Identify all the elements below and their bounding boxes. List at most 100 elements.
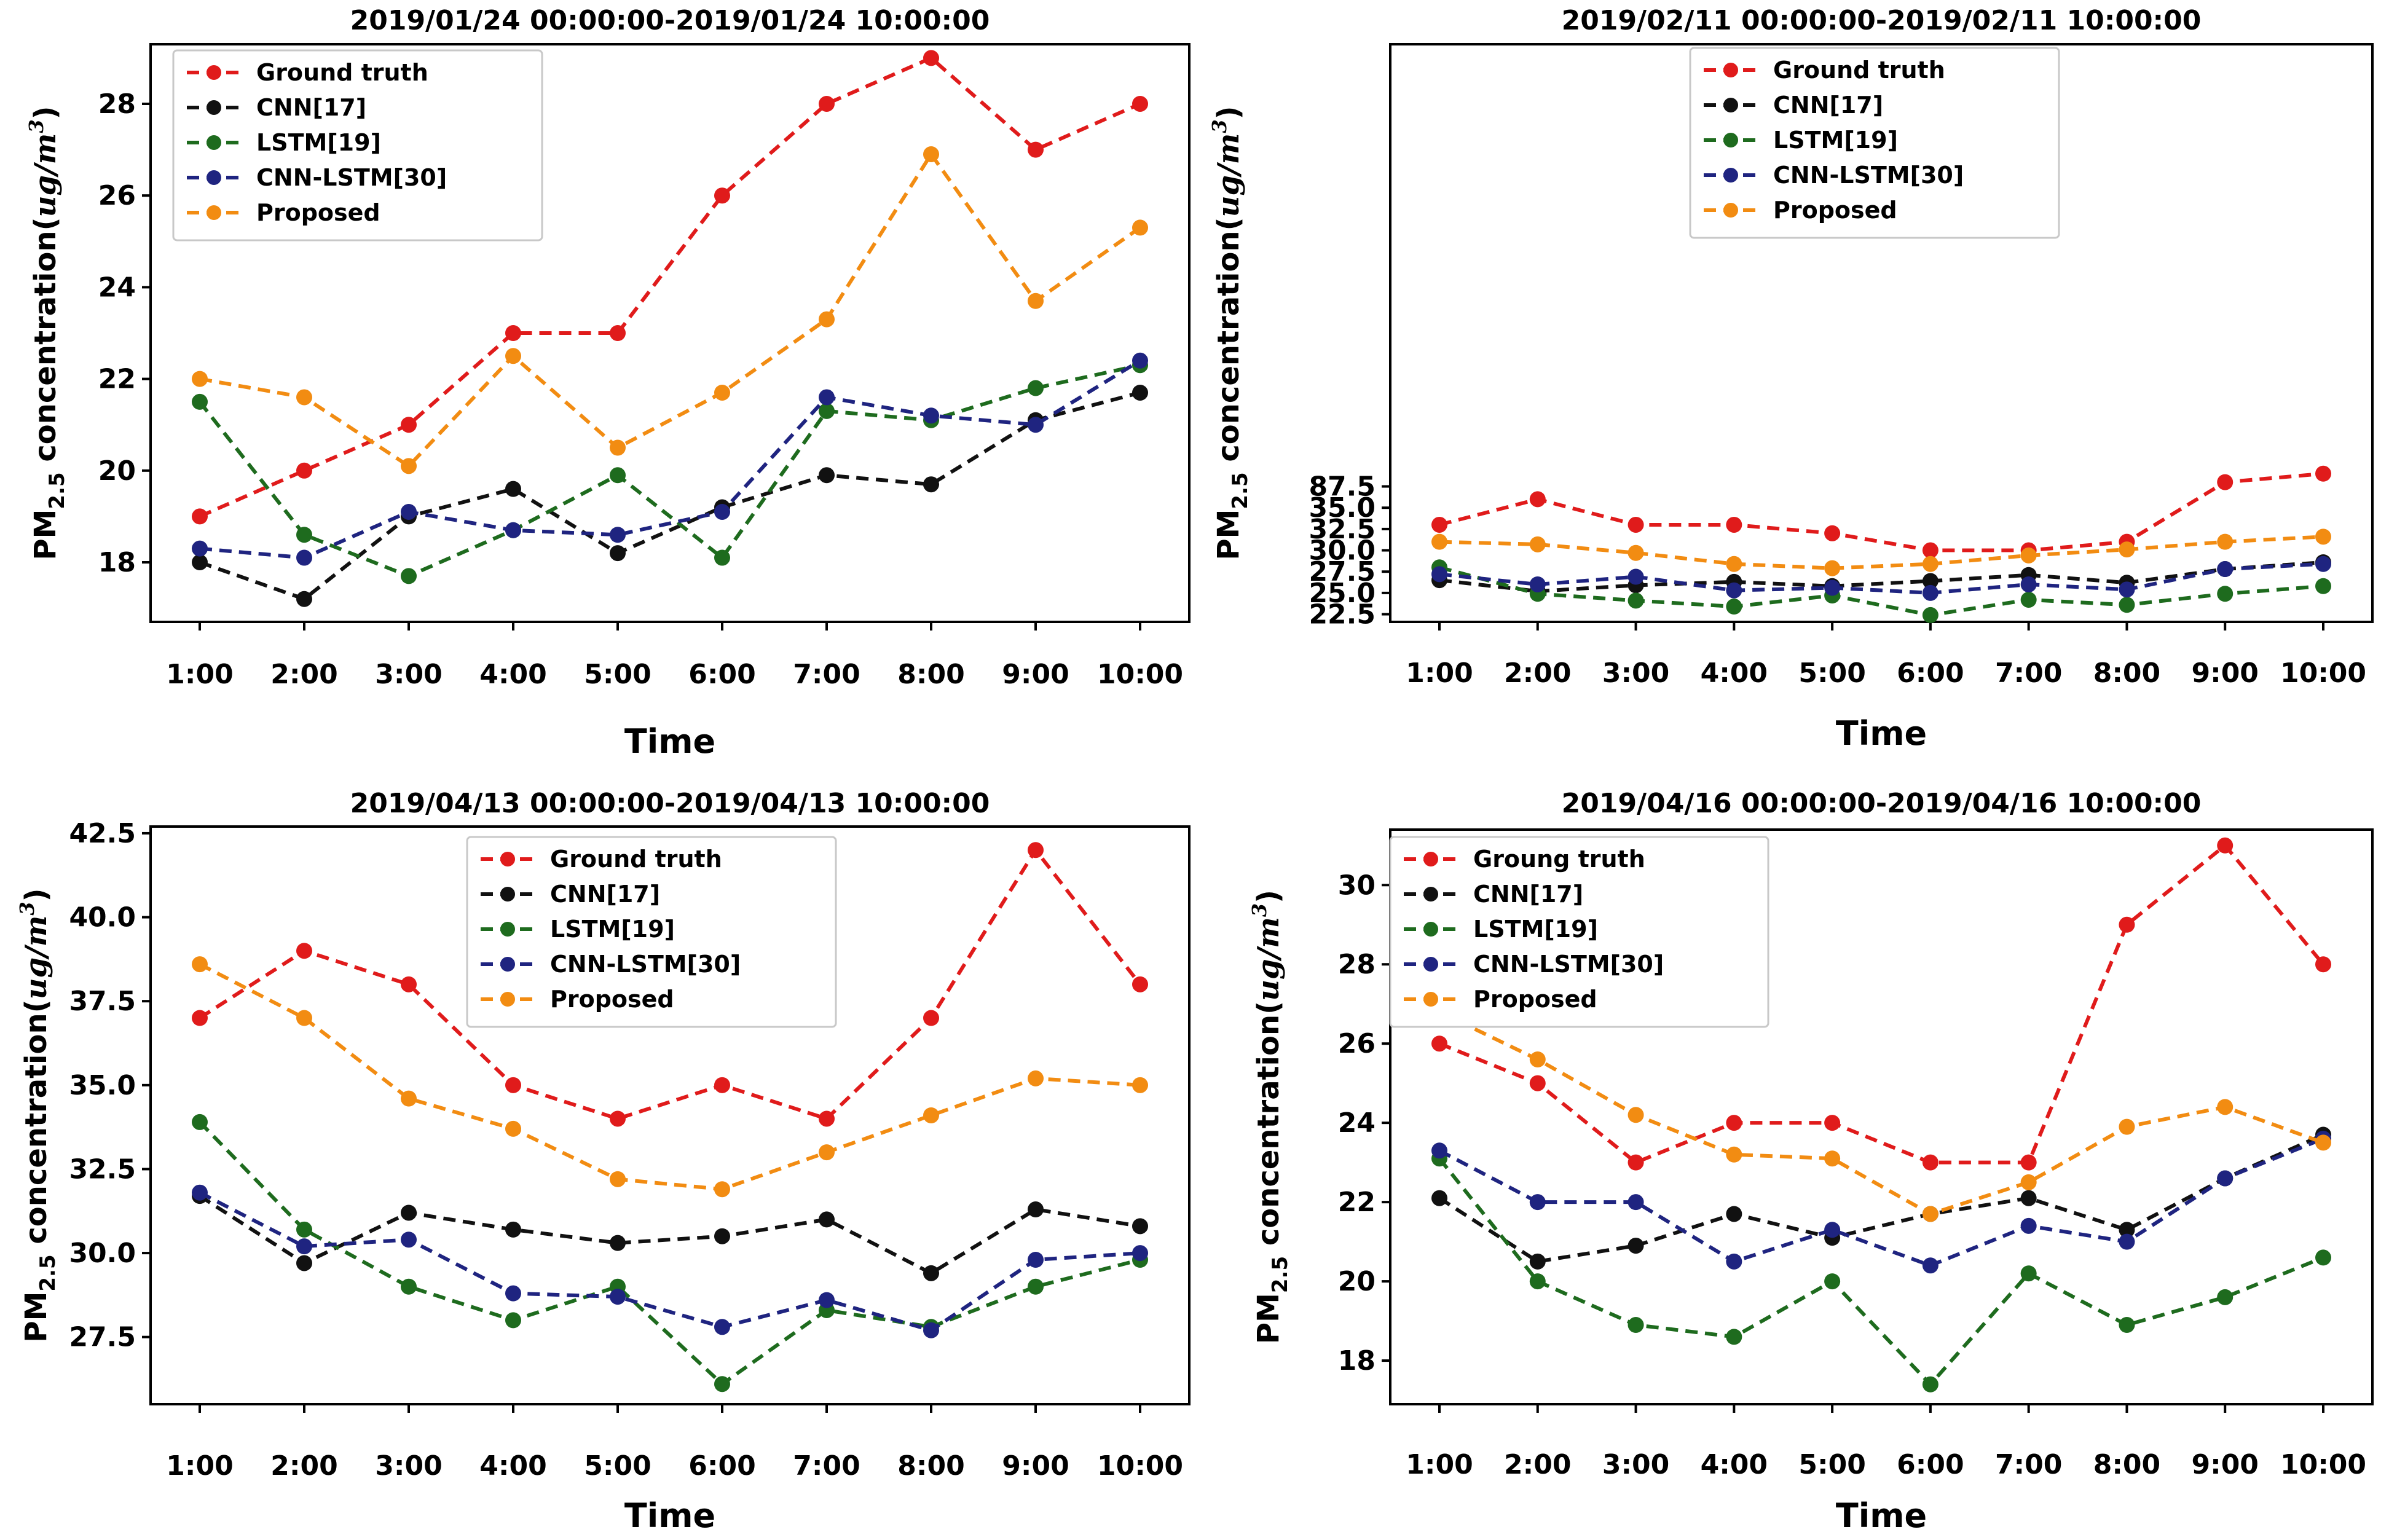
- data-point: [1132, 1218, 1148, 1235]
- x-axis-label: Time: [624, 1496, 715, 1535]
- axes-frame: [1389, 43, 2374, 623]
- x-tick-label: 1:00: [1406, 1449, 1473, 1480]
- y-tick-label: 18: [98, 547, 136, 578]
- x-tick-label: 4:00: [479, 659, 546, 690]
- data-point: [1628, 592, 1644, 609]
- y-tick-label: 28: [1338, 949, 1376, 980]
- data-point: [714, 1181, 730, 1198]
- x-tick-label: 3:00: [1602, 658, 1669, 689]
- legend-box: [1689, 47, 2060, 239]
- data-point: [714, 1077, 730, 1093]
- x-tick-label: 9:00: [1002, 1450, 1069, 1482]
- x-tick-label: 4:00: [479, 1450, 546, 1482]
- series-line: [199, 1191, 1141, 1333]
- x-tick-label: 5:00: [584, 1450, 651, 1482]
- data-point: [923, 1107, 939, 1123]
- data-point: [1726, 599, 1742, 615]
- x-tick-label: 8:00: [897, 1450, 964, 1482]
- data-point: [610, 1235, 626, 1251]
- y-tick-label: 40.0: [69, 902, 136, 933]
- legend-label: CNN[17]: [1473, 881, 1583, 908]
- data-point: [1132, 1077, 1148, 1093]
- data-point: [1628, 1194, 1644, 1211]
- data-point: [1529, 1253, 1546, 1270]
- data-point: [923, 476, 939, 493]
- y-tick-label: 30.0: [1309, 535, 1376, 567]
- y-tick-label: 28: [98, 88, 136, 120]
- series-line: [1438, 1133, 2324, 1264]
- data-point: [1132, 352, 1148, 369]
- data-point: [401, 1204, 417, 1221]
- data-point: [296, 1255, 312, 1271]
- data-point: [2020, 1174, 2037, 1190]
- legend-marker: [1723, 98, 1738, 112]
- data-point: [401, 976, 417, 992]
- legend-label: LSTM[19]: [550, 916, 675, 943]
- data-point: [1529, 1194, 1546, 1211]
- legend-label: CNN[17]: [256, 94, 366, 121]
- data-point: [1922, 556, 1938, 572]
- data-point: [1628, 568, 1644, 585]
- data-point: [1922, 1206, 1938, 1222]
- data-point: [714, 503, 730, 520]
- y-tick-label: 24: [98, 272, 136, 303]
- legend-marker: [1723, 168, 1738, 183]
- data-point: [1028, 1278, 1044, 1295]
- x-tick-label: 5:00: [1798, 658, 1865, 689]
- data-point: [1726, 1253, 1742, 1270]
- series-line: [199, 151, 1141, 469]
- x-tick-label: 6:00: [1897, 658, 1964, 689]
- data-point: [714, 1319, 730, 1335]
- data-point: [714, 549, 730, 566]
- legend-label: Ground truth: [256, 59, 428, 86]
- data-point: [505, 348, 521, 364]
- data-point: [1529, 1075, 1546, 1091]
- series-proposed: [1431, 1004, 2331, 1222]
- legend-marker: [500, 957, 515, 972]
- data-point: [1132, 384, 1148, 401]
- y-tick-label: 25.0: [1309, 578, 1376, 609]
- x-tick-label: 7:00: [1995, 658, 2062, 689]
- data-point: [1726, 556, 1742, 572]
- data-point: [819, 95, 835, 112]
- data-point: [1431, 1142, 1447, 1159]
- x-tick-label: 6:00: [1897, 1449, 1964, 1480]
- series-cnn-lstm-30-: [1431, 556, 2331, 601]
- y-axis-label: PM2.5 concentration(ug/m3): [1208, 106, 1253, 560]
- data-point: [2119, 1233, 2135, 1250]
- y-tick-label: 27.5: [69, 1322, 136, 1353]
- x-axis-label: Time: [1836, 714, 1927, 753]
- series-lstm-19-: [192, 1114, 1148, 1393]
- data-point: [819, 1211, 835, 1228]
- data-point: [296, 527, 312, 543]
- x-tick-label: 2:00: [1504, 1449, 1571, 1480]
- data-point: [1431, 533, 1447, 550]
- data-point: [1628, 1317, 1644, 1334]
- x-tick-label: 1:00: [166, 659, 233, 690]
- data-point: [819, 467, 835, 484]
- x-tick-label: 10:00: [1097, 1450, 1183, 1482]
- x-tick-label: 10:00: [1097, 659, 1183, 690]
- chart-panel-3: 2019/04/13 00:00:00-2019/04/13 10:00:00 1…: [15, 788, 1191, 1535]
- x-tick-label: 7:00: [793, 659, 860, 690]
- data-point: [1726, 582, 1742, 599]
- data-point: [505, 481, 521, 497]
- legend: Ground truth CNN[17] LSTM[19] CNN-LSTM[30] P…: [466, 836, 837, 1028]
- data-point: [296, 943, 312, 959]
- data-point: [2020, 547, 2037, 564]
- data-point: [1726, 1146, 1742, 1163]
- data-point: [1922, 1154, 1938, 1171]
- y-axis-label: PM2.5 concentration(ug/m3): [25, 106, 69, 560]
- data-point: [819, 389, 835, 406]
- data-point: [1529, 576, 1546, 592]
- data-point: [1529, 491, 1546, 508]
- series-proposed: [192, 146, 1148, 474]
- legend-marker: [500, 922, 515, 937]
- axes-frame: [149, 43, 1191, 623]
- data-point: [1628, 544, 1644, 561]
- data-point: [1726, 1206, 1742, 1222]
- data-point: [714, 384, 730, 401]
- data-point: [2020, 591, 2037, 608]
- series-ground-truth: [192, 50, 1148, 525]
- data-point: [2217, 533, 2234, 550]
